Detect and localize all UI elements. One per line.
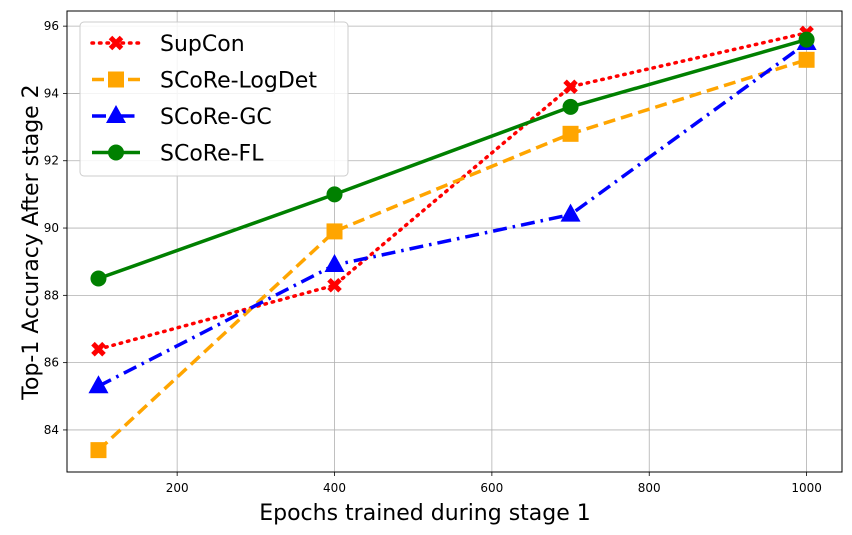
x-tick-label: 400 xyxy=(323,481,346,495)
data-point xyxy=(326,223,343,240)
legend-label: SCoRe-LogDet xyxy=(160,69,317,94)
y-tick-label: 92 xyxy=(44,154,59,168)
data-point xyxy=(326,186,343,203)
series-line xyxy=(96,31,809,351)
data-point xyxy=(562,125,579,142)
data-point xyxy=(90,270,107,287)
legend-item: SCoRe-LogDet xyxy=(92,69,317,94)
x-tick-label: 800 xyxy=(638,481,661,495)
y-axis-ticks: 84 86 88 90 92 94 96 xyxy=(44,19,67,437)
y-tick-label: 86 xyxy=(44,356,59,370)
y-tick-label: 90 xyxy=(44,221,59,235)
legend-item: SCoRe-FL xyxy=(92,142,264,167)
plot-frame xyxy=(66,10,843,473)
legend-item: SupCon xyxy=(90,32,245,57)
legend-box xyxy=(79,21,349,177)
data-point xyxy=(88,375,109,394)
x-axis-ticks: 200 400 600 800 1000 xyxy=(166,472,822,495)
x-tick-label: 1000 xyxy=(791,481,822,495)
data-point xyxy=(324,254,345,273)
series-score-logdet xyxy=(90,51,815,459)
data-point xyxy=(563,79,578,94)
data-point xyxy=(562,98,579,115)
data-point xyxy=(798,31,815,48)
x-axis-label: Epochs trained during stage 1 xyxy=(259,501,591,526)
legend-marker xyxy=(108,35,124,51)
legend-marker xyxy=(106,105,126,123)
data-point xyxy=(90,442,107,459)
data-point xyxy=(327,277,342,293)
y-axis-label: Top-1 Accuracy After stage 2 xyxy=(19,84,44,400)
series-score-fl xyxy=(90,31,815,287)
legend-marker xyxy=(108,144,124,161)
x-tick-label: 600 xyxy=(480,481,503,495)
y-tick-label: 96 xyxy=(44,19,59,33)
legend: SupCon SCoRe-LogDet SCoRe-GC SCoRe-FL xyxy=(79,21,349,177)
series-line xyxy=(97,37,808,281)
y-tick-label: 94 xyxy=(44,86,59,100)
series-layer xyxy=(88,25,817,459)
legend-label: SupCon xyxy=(160,32,245,57)
y-tick-label: 84 xyxy=(44,423,59,437)
y-tick-label: 88 xyxy=(44,288,59,302)
data-point xyxy=(560,203,581,222)
legend-label: SCoRe-GC xyxy=(160,105,272,130)
legend-marker xyxy=(108,71,124,88)
legend-item: SCoRe-GC xyxy=(92,105,272,130)
legend-label: SCoRe-FL xyxy=(160,142,264,167)
data-point xyxy=(91,341,106,357)
data-point xyxy=(798,51,815,68)
x-tick-label: 200 xyxy=(166,481,189,495)
